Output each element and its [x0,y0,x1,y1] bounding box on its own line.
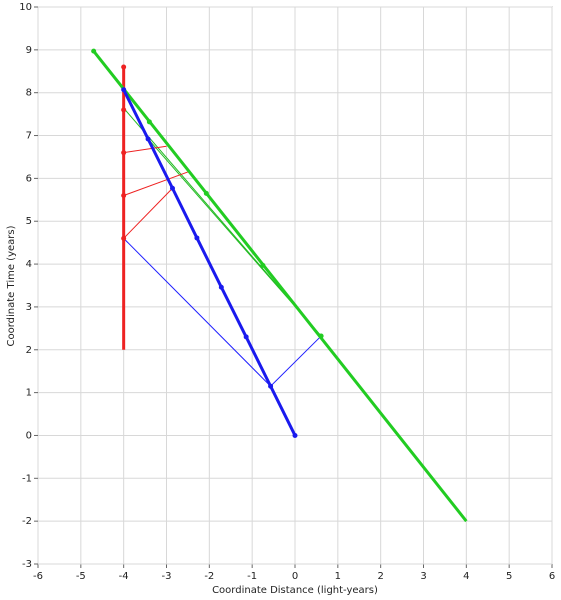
y-tick-label: 10 [19,2,32,13]
x-tick-label: -5 [76,571,86,582]
x-tick-label: 0 [292,571,298,582]
point [169,185,175,191]
point [218,284,224,290]
point [292,432,298,438]
y-tick-label: 3 [26,302,32,313]
point [203,190,209,196]
point [91,48,97,54]
y-tick-label: -3 [22,559,32,570]
y-tick-label: 4 [26,259,32,270]
point [121,64,127,70]
series-line [92,50,468,523]
point [121,193,127,199]
point [121,87,127,93]
point [146,119,152,125]
y-tick-label: 5 [26,216,32,227]
point [268,383,274,389]
point [260,262,266,268]
x-tick-label: -3 [162,571,172,582]
x-tick-label: 1 [335,571,341,582]
x-axis-label: Coordinate Distance (light-years) [212,585,378,596]
x-tick-label: 2 [377,571,383,582]
series-line [122,89,297,437]
y-tick-label: 2 [26,345,32,356]
y-tick-label: 8 [26,88,32,99]
y-tick-label: 6 [26,173,32,184]
x-tick-label: -4 [119,571,129,582]
point [121,150,127,156]
y-tick-label: 1 [26,388,32,399]
point [194,235,200,241]
x-tick-label: 3 [420,571,426,582]
point [121,107,127,113]
y-tick-label: 9 [26,45,32,56]
x-tick-label: -2 [204,571,214,582]
point [243,334,249,340]
point [145,136,151,142]
point [318,333,324,339]
x-tick-label: 4 [463,571,469,582]
series-line [123,187,173,239]
y-tick-label: 0 [26,430,32,441]
y-axis-label: Coordinate Time (years) [6,225,17,346]
y-tick-label: 7 [26,131,32,142]
series-line [123,145,167,154]
x-tick-label: -1 [247,571,257,582]
series-line [123,171,189,196]
x-tick-label: 5 [506,571,512,582]
x-tick-label: -6 [33,571,43,582]
point [121,235,127,241]
y-tick-label: -2 [22,516,32,527]
y-tick-label: -1 [22,473,32,484]
x-tick-label: 6 [549,571,555,582]
